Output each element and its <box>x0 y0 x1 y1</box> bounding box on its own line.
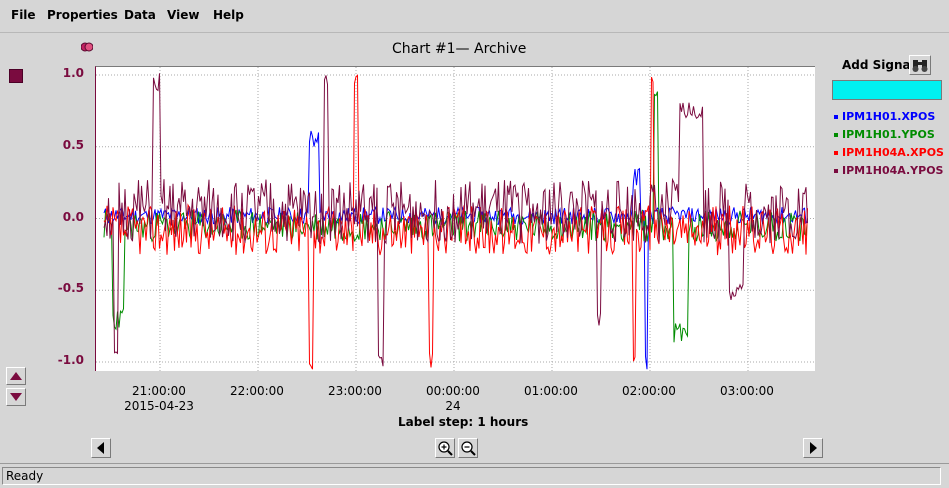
legend-item[interactable]: IPM1H01.XPOS <box>834 110 935 123</box>
menu-properties[interactable]: Properties <box>47 8 118 22</box>
series-line <box>103 130 808 370</box>
x-tick-label: 03:00:00 <box>720 384 774 398</box>
zoom-in-button[interactable] <box>435 438 455 458</box>
menu-bar: File Properties Data View Help <box>0 0 949 33</box>
menu-data[interactable]: Data <box>124 8 156 22</box>
menu-view[interactable]: View <box>167 8 200 22</box>
series-color-square[interactable] <box>9 69 23 83</box>
label-step: Label step: 1 hours <box>398 415 529 429</box>
zoom-out-button[interactable] <box>458 438 478 458</box>
scroll-up-button[interactable] <box>6 367 26 385</box>
x-tick-label: 21:00:00 <box>132 384 186 398</box>
chart-title: Chart #1— Archive <box>392 41 527 57</box>
series-line <box>103 91 808 343</box>
series-line <box>103 73 808 367</box>
binoculars-icon <box>912 60 928 72</box>
add-signal-label: Add Signal <box>842 58 915 72</box>
status-bar: Ready <box>0 463 949 488</box>
y-tick-label: 1.0 <box>62 66 84 80</box>
legend-item[interactable]: IPM1H04A.YPOS <box>834 164 943 177</box>
scroll-left-button[interactable] <box>91 438 111 458</box>
legend-item[interactable]: IPM1H04A.XPOS <box>834 146 944 159</box>
y-tick-label: -1.0 <box>57 353 84 367</box>
signal-input[interactable] <box>832 80 942 100</box>
x-tick-label: 23:00:00 <box>328 384 382 398</box>
chart-svg <box>96 67 816 372</box>
x-tick-label: 02:00:00 <box>622 384 676 398</box>
zoom-out-icon <box>461 441 476 456</box>
binoculars-button[interactable] <box>909 55 931 75</box>
menu-help[interactable]: Help <box>213 8 244 22</box>
x-tick-label: 01:00:00 <box>524 384 578 398</box>
scroll-right-button[interactable] <box>803 438 823 458</box>
status-text: Ready <box>2 467 941 485</box>
x-tick-sublabel: 24 <box>445 399 461 413</box>
x-tick-label: 00:00:00 <box>426 384 480 398</box>
x-tick-sublabel: 2015-04-23 <box>124 399 194 413</box>
zoom-in-icon <box>438 441 453 456</box>
x-tick-label: 22:00:00 <box>230 384 284 398</box>
y-tick-label: 0.0 <box>62 209 84 224</box>
legend-item[interactable]: IPM1H01.YPOS <box>834 128 935 141</box>
scroll-down-button[interactable] <box>6 388 26 406</box>
menu-file[interactable]: File <box>11 8 36 22</box>
y-tick-label: 0.5 <box>62 137 84 152</box>
plot-area[interactable] <box>95 66 816 372</box>
chart-control-icon[interactable] <box>81 42 93 52</box>
y-tick-label: -0.5 <box>57 281 84 296</box>
